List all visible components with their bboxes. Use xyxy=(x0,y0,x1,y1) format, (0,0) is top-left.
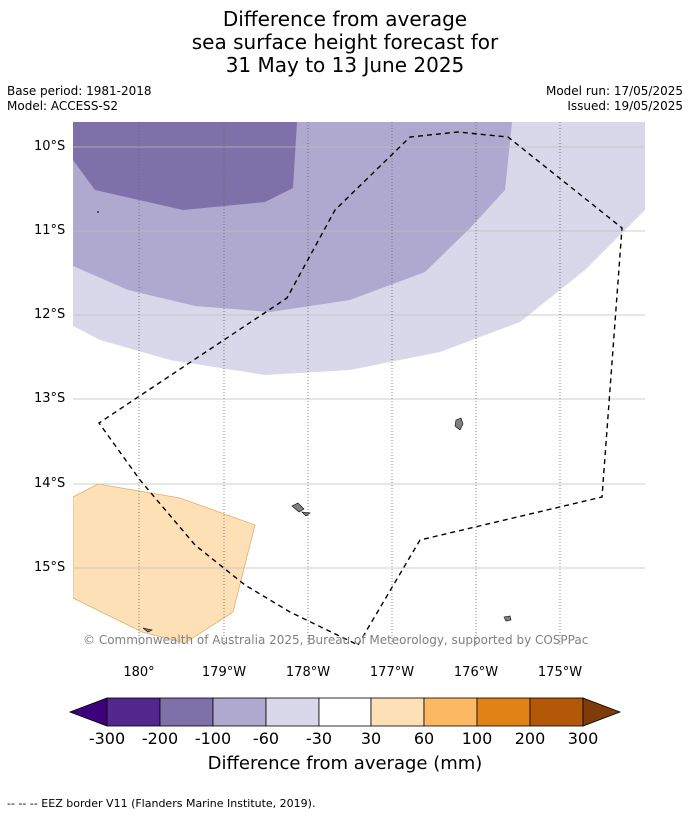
colorbar-seg-5 xyxy=(318,697,372,727)
colorbar-seg-1 xyxy=(106,697,161,727)
base-period: Base period: 1981-2018 xyxy=(7,84,152,98)
colorbar-label-7: 60 xyxy=(413,729,435,748)
x-tick-179w: 179°W xyxy=(201,665,247,680)
colorbar-seg-7 xyxy=(423,697,478,727)
title-line-3: 31 May to 13 June 2025 xyxy=(225,53,465,77)
map-plot-area xyxy=(73,122,645,645)
land-islands xyxy=(142,417,512,633)
colorbar-seg-4 xyxy=(265,697,320,727)
colorbar-seg-3 xyxy=(212,697,267,727)
meta-left: Base period: 1981-2018 Model: ACCESS-S2 xyxy=(7,84,152,114)
colorbar-extend-low xyxy=(68,697,108,727)
colorbar-seg-6 xyxy=(370,697,425,727)
colorbar-seg-2 xyxy=(159,697,214,727)
anomaly-region-30-60 xyxy=(73,483,256,644)
eez-border xyxy=(98,131,623,645)
model-name: Model: ACCESS-S2 xyxy=(7,99,119,113)
island-small-west xyxy=(301,511,311,517)
x-tick-178w: 178°W xyxy=(285,665,331,680)
meta-right: Model run: 17/05/2025 Issued: 19/05/2025 xyxy=(546,84,683,114)
island-rotuma xyxy=(454,417,464,431)
colorbar-label-6: 30 xyxy=(360,729,382,748)
colorbar-extend-high xyxy=(582,697,622,727)
colorbar-label-2: -200 xyxy=(141,729,179,748)
x-tick-177w: 177°W xyxy=(369,665,415,680)
y-tick-15s: 15°S xyxy=(34,560,66,575)
meridian-lines xyxy=(138,122,561,645)
y-tick-10s: 10°S xyxy=(34,139,66,154)
issued-date: Issued: 19/05/2025 xyxy=(567,99,683,113)
x-tick-180: 180° xyxy=(123,665,155,680)
y-tick-11s: 11°S xyxy=(34,223,66,238)
y-tick-12s: 12°S xyxy=(34,307,66,322)
colorbar-seg-8 xyxy=(476,697,531,727)
island-group-west xyxy=(291,502,305,513)
x-tick-176w: 176°W xyxy=(453,665,499,680)
title-line-1: Difference from average xyxy=(222,7,468,31)
colorbar-label-10: 300 xyxy=(567,729,599,748)
colorbar-label-8: 100 xyxy=(461,729,493,748)
chart-title: Difference from average sea surface heig… xyxy=(0,8,690,77)
colorbar-label-3: -100 xyxy=(194,729,232,748)
colorbar-label-5: -30 xyxy=(305,729,333,748)
copyright-credit: © Commonwealth of Australia 2025, Bureau… xyxy=(83,633,589,647)
colorbar-title: Difference from average (mm) xyxy=(207,753,483,774)
island-east xyxy=(503,615,512,622)
y-tick-13s: 13°S xyxy=(34,391,66,406)
colorbar-label-9: 200 xyxy=(514,729,546,748)
title-line-2: sea surface height forecast for xyxy=(191,30,499,54)
colorbar xyxy=(68,697,622,727)
y-tick-14s: 14°S xyxy=(34,476,66,491)
model-run: Model run: 17/05/2025 xyxy=(545,84,683,98)
colorbar-label-1: -300 xyxy=(88,729,126,748)
colorbar-label-4: -60 xyxy=(252,729,280,748)
grid-lines xyxy=(73,146,645,569)
x-tick-175w: 175°W xyxy=(537,665,583,680)
island-sw xyxy=(142,627,153,633)
anomaly-region-minus200-minus100 xyxy=(73,122,297,210)
eez-legend-note: -- -- -- EEZ border V11 (Flanders Marine… xyxy=(7,797,316,810)
colorbar-seg-9 xyxy=(529,697,584,727)
